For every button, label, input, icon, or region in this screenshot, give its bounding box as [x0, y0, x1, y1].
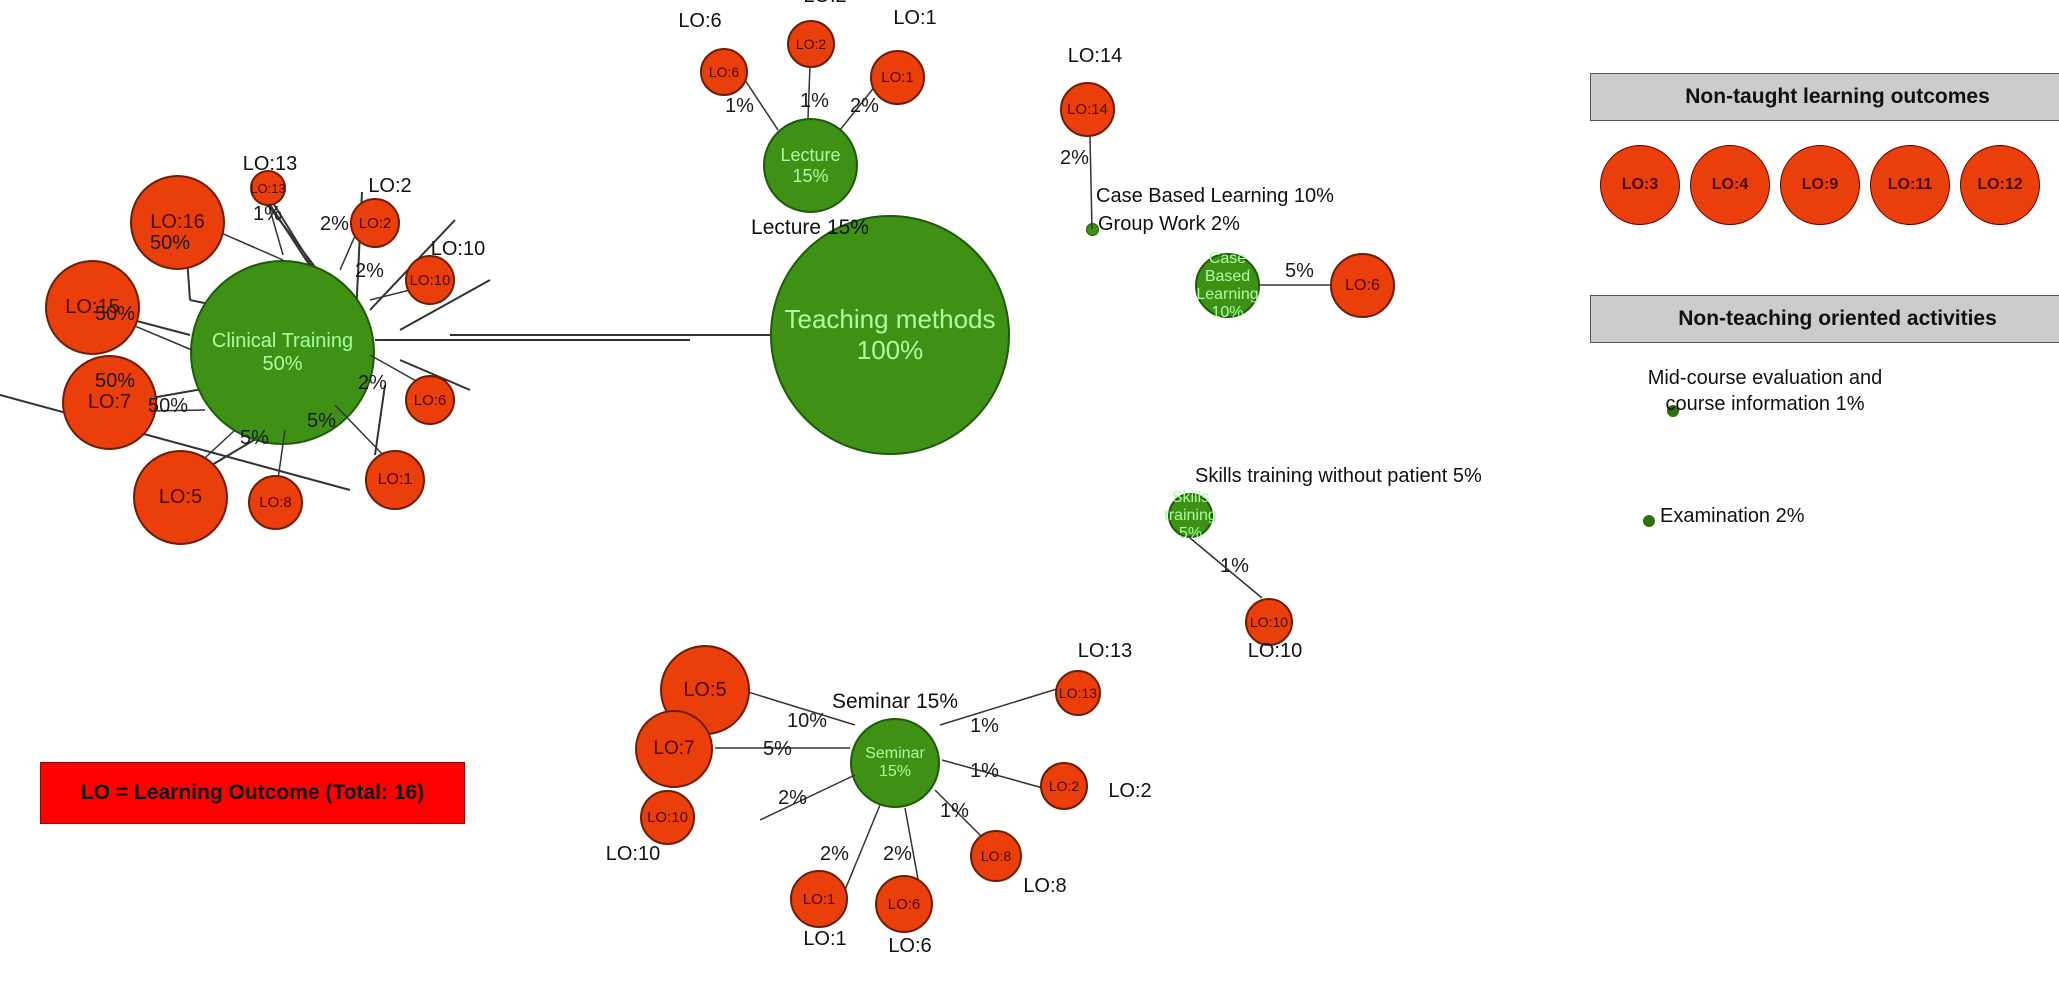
- node-casebased[interactable]: Case Based Learning 10%: [1195, 253, 1260, 318]
- label-lo2-top: LO:2: [355, 175, 425, 198]
- label-lo14: LO:14: [1060, 45, 1130, 68]
- node-lo8-sem[interactable]: LO:8: [970, 830, 1022, 882]
- label-lo6-sem: LO:6: [875, 935, 945, 958]
- pct-ct-lo10: 2%: [355, 260, 384, 283]
- diagram-canvas: Teaching methods 100% Clinical Training …: [0, 0, 2059, 1001]
- pct-cbl-lo6: 5%: [1285, 260, 1314, 283]
- label-lo10-sem: LO:10: [598, 843, 668, 866]
- pct-sem-lo2: 1%: [970, 760, 999, 783]
- lo-box-4[interactable]: LO:4: [1690, 145, 1770, 225]
- pct-sem-lo5: 10%: [787, 710, 827, 733]
- node-lo16[interactable]: LO:16: [130, 175, 225, 270]
- pct-skills-lo10: 1%: [1220, 555, 1249, 578]
- node-lo13-sem[interactable]: LO:13: [1055, 670, 1101, 716]
- label-casebased: Case Based Learning 10%: [1090, 185, 1340, 208]
- pct-sem-lo8: 1%: [940, 800, 969, 823]
- label-seminar: Seminar 15%: [790, 690, 1000, 714]
- label-examination: Examination 2%: [1660, 505, 1805, 528]
- node-lo13-ct[interactable]: LO:13: [250, 170, 286, 206]
- node-lo6-lecture[interactable]: LO:6: [700, 48, 748, 96]
- pct-ct-lo13: 1%: [253, 203, 282, 226]
- node-lo2-lecture[interactable]: LO:2: [787, 20, 835, 68]
- label-lo8-sem: LO:8: [1010, 875, 1080, 898]
- lo-box-11[interactable]: LO:11: [1870, 145, 1950, 225]
- node-pct-teaching-methods: 100%: [857, 335, 924, 366]
- pct-sem-lo6: 2%: [883, 843, 912, 866]
- pct-sem-lo7: 5%: [763, 738, 792, 761]
- label-groupwork: Group Work 2%: [1098, 213, 1288, 236]
- node-groupwork[interactable]: [1086, 223, 1099, 236]
- node-seminar[interactable]: Seminar 15%: [850, 718, 940, 808]
- label-lo6-lecture: LO:6: [665, 10, 735, 33]
- node-lo7-sem[interactable]: LO:7: [635, 710, 713, 788]
- pct-sem-lo13: 1%: [970, 715, 999, 738]
- node-lo14[interactable]: LO:14: [1060, 82, 1115, 137]
- panel-non-taught-title: Non-taught learning outcomes: [1590, 73, 2059, 121]
- label-lo1-sem: LO:1: [790, 928, 860, 951]
- pct-groupwork-lo14: 2%: [1060, 147, 1089, 170]
- dot-examination[interactable]: [1643, 515, 1655, 527]
- node-lo5-ct[interactable]: LO:5: [133, 450, 228, 545]
- pct-lecture-lo6: 1%: [725, 95, 754, 118]
- pct-lecture-lo2: 1%: [800, 90, 829, 113]
- pct-lecture-lo1: 2%: [850, 95, 879, 118]
- node-lo2-ct[interactable]: LO:2: [350, 198, 400, 248]
- node-lo10-skills[interactable]: LO:10: [1245, 598, 1293, 646]
- node-label-teaching-methods: Teaching methods: [784, 304, 995, 335]
- node-lo1-sem[interactable]: LO:1: [790, 870, 848, 928]
- node-skills[interactable]: Skills training 5%: [1168, 493, 1213, 538]
- node-lo1-lecture[interactable]: LO:1: [870, 50, 925, 105]
- pct-sem-lo10: 2%: [778, 787, 807, 810]
- node-lo6-ct[interactable]: LO:6: [405, 375, 455, 425]
- label-lo2-sem: LO:2: [1095, 780, 1165, 803]
- node-lo10-ct[interactable]: LO:10: [405, 255, 455, 305]
- node-clinical-training[interactable]: Clinical Training 50%: [190, 260, 375, 445]
- label-skills: Skills training without patient 5%: [1195, 465, 1465, 488]
- lo-definition-legend: LO = Learning Outcome (Total: 16): [40, 762, 465, 824]
- node-lo7-ct[interactable]: LO:7: [62, 355, 157, 450]
- node-lo6-cbl[interactable]: LO:6: [1330, 253, 1395, 318]
- lo-box-3[interactable]: LO:3: [1600, 145, 1680, 225]
- lo-box-12[interactable]: LO:12: [1960, 145, 2040, 225]
- label-midcourse: Mid-course evaluation and course informa…: [1640, 365, 1890, 417]
- node-lo6-sem[interactable]: LO:6: [875, 875, 933, 933]
- node-lo1-ct[interactable]: LO:1: [365, 450, 425, 510]
- panel-non-teaching-title: Non-teaching oriented activities: [1590, 295, 2059, 343]
- label-lo13-sem: LO:13: [1070, 640, 1140, 663]
- node-lecture[interactable]: Lecture 15%: [763, 118, 858, 213]
- node-lo15-ct[interactable]: LO:15: [45, 260, 140, 355]
- lo-box-9[interactable]: LO:9: [1780, 145, 1860, 225]
- label-lo2-lecture: LO:2: [790, 0, 860, 8]
- pct-ct-lo2: 2%: [320, 213, 349, 236]
- node-teaching-methods[interactable]: Teaching methods 100%: [770, 215, 1010, 455]
- pct-sem-lo1: 2%: [820, 843, 849, 866]
- label-lo1-lecture: LO:1: [880, 7, 950, 30]
- node-lo10-sem[interactable]: LO:10: [640, 790, 695, 845]
- node-lo8-ct[interactable]: LO:8: [248, 475, 303, 530]
- node-lo2-sem[interactable]: LO:2: [1040, 762, 1088, 810]
- node-label-clinical-training: Clinical Training 50%: [192, 330, 373, 376]
